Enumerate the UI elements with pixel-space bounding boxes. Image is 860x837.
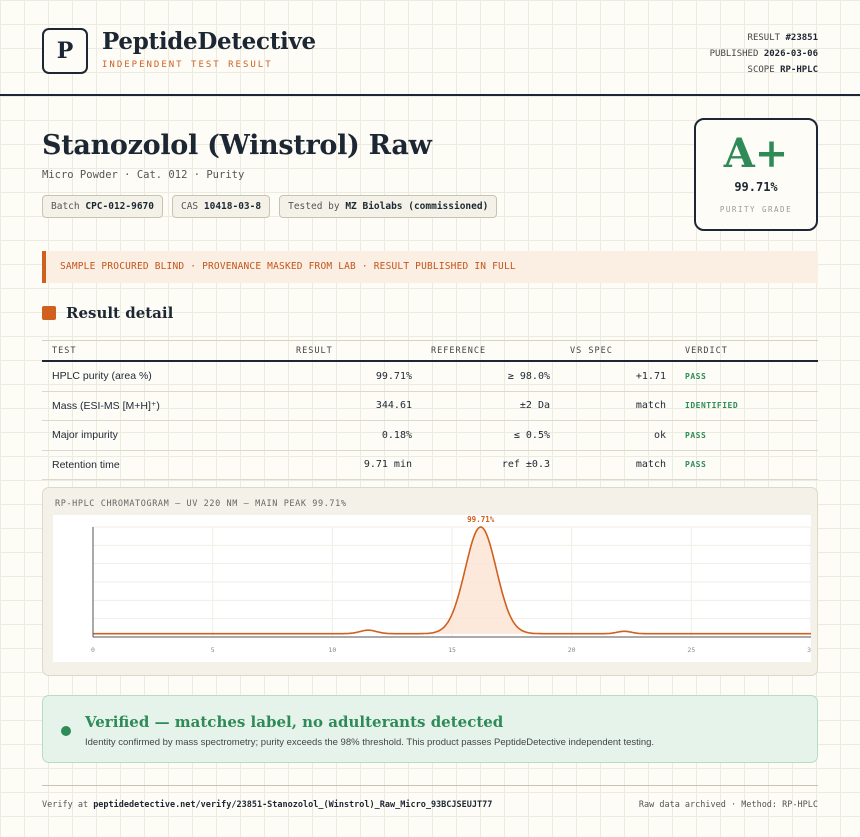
scope-label: SCOPE — [747, 65, 775, 75]
chromatogram-line — [93, 526, 811, 635]
cell-verdict: IDENTIFIED — [685, 401, 739, 411]
published-label: PUBLISHED — [709, 49, 759, 59]
x-tick-label: 15 — [448, 646, 456, 654]
col-verdict: VERDICT — [685, 345, 728, 356]
section-marker-icon — [42, 306, 56, 320]
lab-value: MZ Biolabs (commissioned) — [345, 201, 489, 212]
main-peak-fill — [420, 527, 540, 634]
cas-chip: CAS 10418-03-8 — [171, 195, 271, 218]
cell-test: HPLC purity (area %) — [52, 370, 152, 383]
product-chips: Batch CPC-012-9670 CAS 10418-03-8 Tested… — [42, 195, 498, 218]
header: P PeptideDetective INDEPENDENT TEST RESU… — [0, 0, 860, 96]
grade-value: 99.71% — [734, 180, 778, 194]
peak-label: 99.71% — [467, 515, 495, 524]
brand-logo: P — [42, 28, 88, 74]
cell-reference: ≥ 98.0% — [507, 370, 550, 382]
cell-vs-spec: ok — [653, 429, 666, 441]
verified-dot-icon — [61, 726, 71, 736]
brand-name: PeptideDetective — [102, 28, 316, 55]
cell-test: Retention time — [52, 458, 120, 471]
verified-panel: Verified — matches label, no adulterants… — [42, 695, 818, 763]
col-result: RESULT — [296, 345, 333, 356]
grade-label: PURITY GRADE — [719, 205, 793, 214]
result-label: RESULT — [747, 33, 781, 43]
verify-label: Verify at — [42, 800, 89, 810]
cell-vs-spec: +1.71 — [635, 370, 666, 382]
table-header: TEST RESULT REFERENCE VS SPEC VERDICT — [42, 341, 818, 362]
notice-banner: SAMPLE PROCURED BLIND · PROVENANCE MASKE… — [42, 251, 818, 283]
result-table: TEST RESULT REFERENCE VS SPEC VERDICT HP… — [42, 340, 818, 480]
cas-value: 10418-03-8 — [203, 201, 262, 212]
footer-note: Raw data archived · Method: RP-HPLC — [638, 800, 818, 810]
col-reference: REFERENCE — [431, 345, 487, 356]
x-tick-label: 10 — [328, 646, 336, 654]
result-meta: RESULT #23851 PUBLISHED 2026-03-06 SCOPE… — [710, 30, 818, 78]
cell-reference: ≤ 0.5% — [513, 429, 550, 441]
section-title: Result detail — [66, 304, 174, 322]
purity-grade-card: A+ 99.71% PURITY GRADE — [694, 118, 818, 231]
cell-result: 0.18% — [381, 429, 412, 441]
verify-info: Verify at peptidedetective.net/verify/23… — [42, 800, 492, 810]
chart-plot-background — [53, 515, 811, 662]
cell-verdict: PASS — [685, 460, 707, 470]
chromatogram-chart: 051015202530min99.71% — [53, 515, 811, 662]
table-row: HPLC purity (area %) 99.71% ≥ 98.0% +1.7… — [42, 362, 818, 392]
cell-test: Major impurity — [52, 429, 118, 442]
product-title: Stanozolol (Winstrol) Raw — [42, 130, 432, 161]
table-row: Mass (ESI-MS [M+H]⁺) 344.61 ±2 Da match … — [42, 392, 818, 421]
grade-letter: A+ — [723, 130, 789, 177]
cell-reference: ref ±0.3 — [501, 459, 550, 471]
cell-reference: ±2 Da — [519, 400, 550, 412]
brand-tagline: INDEPENDENT TEST RESULT — [102, 60, 273, 70]
cell-result: 344.61 — [375, 400, 412, 412]
cell-result: 9.71 min — [363, 459, 412, 471]
x-tick-label: 20 — [568, 646, 576, 654]
table-row: Major impurity 0.18% ≤ 0.5% ok PASS — [42, 421, 818, 451]
x-tick-label: 25 — [687, 646, 695, 654]
col-test: TEST — [52, 345, 77, 356]
cell-test: Mass (ESI-MS [M+H]⁺) — [52, 399, 160, 412]
product-subtitle: Micro Powder · Cat. 012 · Purity — [42, 169, 245, 181]
chart-title: RP-HPLC CHROMATOGRAM — UV 220 NM — MAIN … — [55, 499, 347, 509]
section-header: Result detail — [42, 304, 173, 322]
cell-verdict: PASS — [685, 430, 707, 440]
chip-label: CAS — [180, 201, 199, 212]
chip-label: Tested by — [288, 201, 340, 212]
x-tick-label: 30 — [807, 646, 811, 654]
verified-text: Identity confirmed by mass spectrometry;… — [85, 737, 655, 748]
cell-vs-spec: match — [635, 459, 666, 471]
verified-title: Verified — matches label, no adulterants… — [85, 713, 504, 731]
col-vs-spec: VS SPEC — [570, 345, 613, 356]
footer: Verify at peptidedetective.net/verify/23… — [42, 785, 818, 810]
batch-chip: Batch CPC-012-9670 — [42, 195, 163, 218]
x-tick-label: 0 — [91, 646, 95, 654]
verify-link[interactable]: peptidedetective.net/verify/23851-Stanoz… — [93, 800, 493, 810]
batch-value: CPC-012-9670 — [85, 201, 154, 212]
cell-result: 99.71% — [375, 370, 412, 382]
table-row: Retention time 9.71 min ref ±0.3 match P… — [42, 451, 818, 480]
cell-vs-spec: match — [635, 400, 666, 412]
result-id: #23851 — [785, 33, 818, 43]
lab-chip: Tested by MZ Biolabs (commissioned) — [279, 195, 498, 218]
chip-label: Batch — [51, 201, 80, 212]
chromatogram-card: RP-HPLC CHROMATOGRAM — UV 220 NM — MAIN … — [42, 487, 818, 676]
scope-value: RP-HPLC — [780, 65, 818, 75]
published-date: 2026-03-06 — [763, 49, 818, 59]
x-tick-label: 5 — [211, 646, 215, 654]
cell-verdict: PASS — [685, 371, 707, 381]
